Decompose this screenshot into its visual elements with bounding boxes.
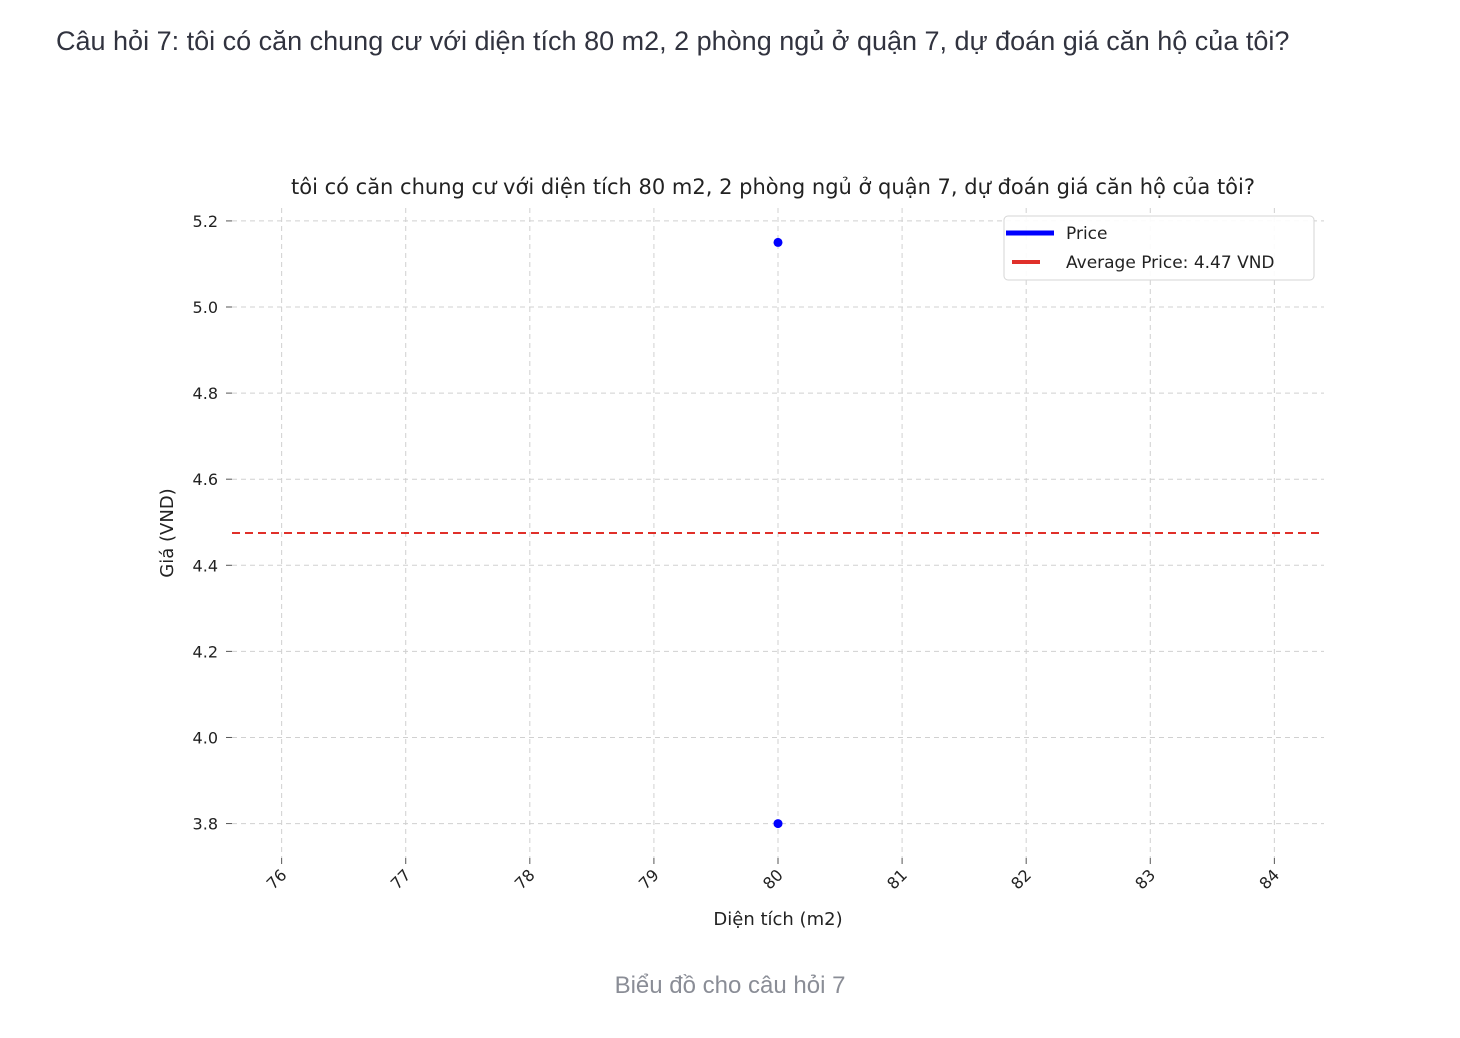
x-axis-label: Diện tích (m2) xyxy=(713,909,842,930)
price-point xyxy=(773,237,783,247)
y-tick-label: 5.0 xyxy=(193,298,218,317)
y-tick-label: 4.8 xyxy=(193,384,218,403)
x-tick-label: 81 xyxy=(883,865,911,893)
legend-label: Average Price: 4.47 VND xyxy=(1066,253,1275,273)
x-tick-label: 80 xyxy=(759,865,787,893)
y-tick-label: 4.4 xyxy=(193,556,218,575)
chart-caption: Biểu đồ cho câu hỏi 7 xyxy=(614,972,846,999)
chart-title: tôi có căn chung cư với diện tích 80 m2,… xyxy=(291,175,1255,199)
data-points xyxy=(773,237,783,829)
legend-box xyxy=(1003,215,1315,281)
y-tick-label: 3.8 xyxy=(193,815,218,834)
grid xyxy=(232,208,1324,858)
y-tick-label: 4.6 xyxy=(193,470,218,489)
price-point xyxy=(773,819,783,829)
y-tick-label: 5.2 xyxy=(193,212,218,231)
y-tick-label: 4.0 xyxy=(193,728,218,747)
x-tick-label: 78 xyxy=(511,865,539,893)
y-tick-label: 4.2 xyxy=(193,642,218,661)
x-tick-label: 82 xyxy=(1007,865,1035,893)
x-tick-label: 76 xyxy=(263,865,291,893)
question-heading: Câu hỏi 7: tôi có căn chung cư với diện … xyxy=(56,26,1290,56)
axes: 76 77 78 79 80 81 82 83 84 3.8 4.0 4.2 4.4 4.6 4.8 5.0 5… xyxy=(193,212,1284,893)
legend: Price Average Price: 4.47 VND xyxy=(1003,215,1315,281)
x-tick-label: 77 xyxy=(387,865,415,893)
x-tick-label: 79 xyxy=(635,865,663,893)
x-tick-label: 83 xyxy=(1131,865,1159,893)
x-tick-label: 84 xyxy=(1255,865,1283,893)
legend-label: Price xyxy=(1066,224,1107,244)
y-axis-label: Giá (VND) xyxy=(157,488,178,577)
